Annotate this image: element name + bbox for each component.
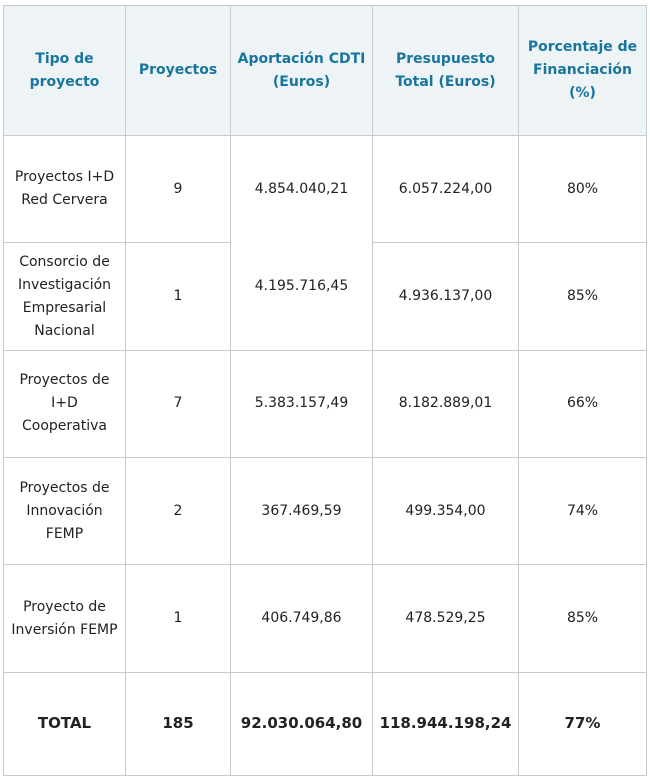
table-row: Proyectos I+D Red Cervera 9 4.854.040,21… <box>3 134 647 244</box>
cell-tipo: Consorcio de Investigación Empresarial N… <box>3 242 126 351</box>
cell-aportacion: 4.195.716,45 <box>230 232 373 341</box>
total-porcentaje: 77% <box>518 671 647 777</box>
header-tipo: Tipo de proyecto <box>3 5 126 136</box>
cell-porcentaje: 66% <box>518 349 647 459</box>
cell-proyectos: 1 <box>125 242 231 351</box>
header-row: Tipo de proyecto Proyectos Aportación CD… <box>3 5 647 136</box>
cell-presupuesto: 6.057.224,00 <box>372 134 519 244</box>
financing-table-container: Tipo de proyecto Proyectos Aportación CD… <box>3 5 647 777</box>
cell-aportacion: 5.383.157,49 <box>230 349 373 459</box>
cell-aportacion: 367.469,59 <box>230 457 373 566</box>
cell-proyectos: 1 <box>125 564 231 673</box>
table-row: Proyectos de I+D Cooperativa 7 5.383.157… <box>3 349 647 459</box>
header-proyectos: Proyectos <box>125 5 231 136</box>
cell-porcentaje: 85% <box>518 564 647 673</box>
header-aportacion: Aportación CDTI (Euros) <box>230 5 373 136</box>
cell-tipo: Proyectos I+D Red Cervera <box>3 134 126 244</box>
cell-tipo: Proyectos de I+D Cooperativa <box>3 349 126 459</box>
cell-aportacion: 406.749,86 <box>230 564 373 673</box>
cell-tipo: Proyectos de Innovación FEMP <box>3 457 126 566</box>
cell-proyectos: 9 <box>125 134 231 244</box>
header-presupuesto: Presupuesto Total (Euros) <box>372 5 519 136</box>
total-presupuesto: 118.944.198,24 <box>372 671 519 777</box>
cell-tipo: Proyecto de Inversión FEMP <box>3 564 126 673</box>
total-label: TOTAL <box>3 671 126 777</box>
financing-table: Tipo de proyecto Proyectos Aportación CD… <box>3 5 647 777</box>
cell-porcentaje: 74% <box>518 457 647 566</box>
cell-proyectos: 7 <box>125 349 231 459</box>
total-aportacion: 92.030.064,80 <box>230 671 373 777</box>
header-porcentaje: Porcentaje de Financiación (%) <box>518 5 647 136</box>
cell-presupuesto: 499.354,00 <box>372 457 519 566</box>
cell-porcentaje: 80% <box>518 134 647 244</box>
cell-presupuesto: 8.182.889,01 <box>372 349 519 459</box>
cell-aportacion: 4.854.040,21 <box>230 134 373 244</box>
cell-porcentaje: 85% <box>518 242 647 351</box>
total-row: TOTAL 185 92.030.064,80 118.944.198,24 7… <box>3 671 647 777</box>
total-proyectos: 185 <box>125 671 231 777</box>
cell-presupuesto: 4.936.137,00 <box>372 242 519 351</box>
table-row: Consorcio de Investigación Empresarial N… <box>3 232 647 351</box>
table-row: Proyectos de Innovación FEMP 2 367.469,5… <box>3 457 647 566</box>
cell-presupuesto: 478.529,25 <box>372 564 519 673</box>
table-row: Proyecto de Inversión FEMP 1 406.749,86 … <box>3 564 647 673</box>
cell-proyectos: 2 <box>125 457 231 566</box>
